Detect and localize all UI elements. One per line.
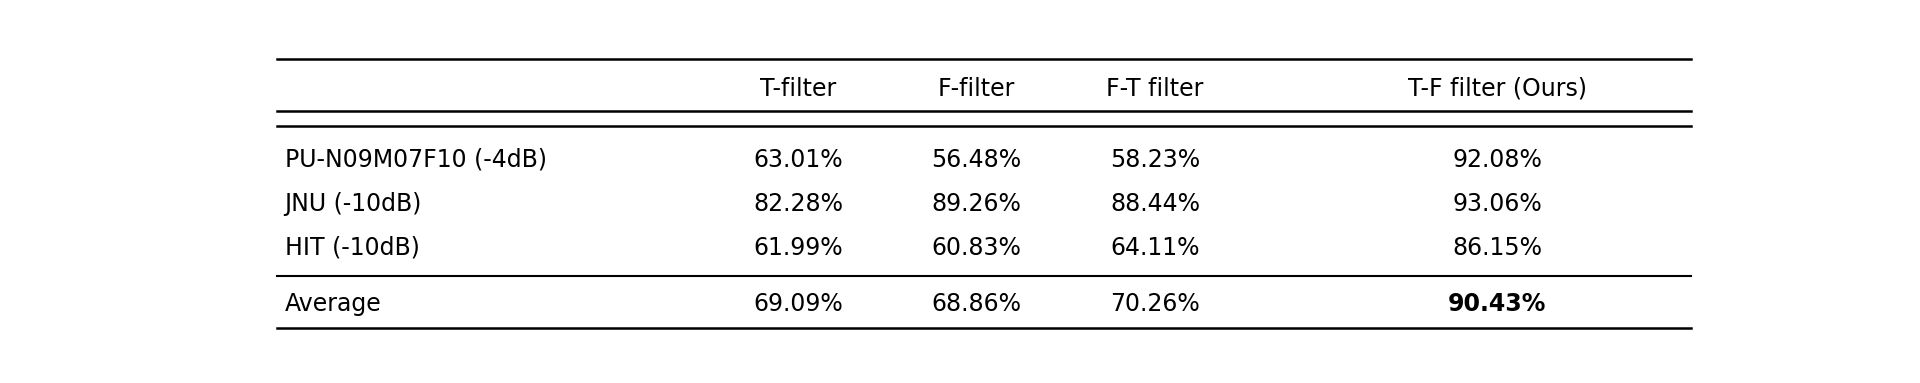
Text: 69.09%: 69.09% <box>753 292 843 316</box>
Text: PU-N09M07F10 (-4dB): PU-N09M07F10 (-4dB) <box>284 147 547 172</box>
Text: 63.01%: 63.01% <box>753 147 843 172</box>
Text: F-T filter: F-T filter <box>1106 77 1204 101</box>
Text: 56.48%: 56.48% <box>931 147 1021 172</box>
Text: 90.43%: 90.43% <box>1448 292 1546 316</box>
Text: 89.26%: 89.26% <box>931 192 1021 216</box>
Text: 70.26%: 70.26% <box>1110 292 1200 316</box>
Text: HIT (-10dB): HIT (-10dB) <box>284 236 419 260</box>
Text: JNU (-10dB): JNU (-10dB) <box>284 192 422 216</box>
Text: 86.15%: 86.15% <box>1452 236 1542 260</box>
Text: F-filter: F-filter <box>937 77 1016 101</box>
Text: 61.99%: 61.99% <box>753 236 843 260</box>
Text: 68.86%: 68.86% <box>931 292 1021 316</box>
Text: 58.23%: 58.23% <box>1110 147 1200 172</box>
Text: Average: Average <box>284 292 382 316</box>
Text: 92.08%: 92.08% <box>1452 147 1542 172</box>
Text: 64.11%: 64.11% <box>1110 236 1200 260</box>
Text: T-F filter (Ours): T-F filter (Ours) <box>1407 77 1586 101</box>
Text: 93.06%: 93.06% <box>1453 192 1542 216</box>
Text: T-filter: T-filter <box>760 77 835 101</box>
Text: 82.28%: 82.28% <box>753 192 843 216</box>
Text: 88.44%: 88.44% <box>1110 192 1200 216</box>
Text: 60.83%: 60.83% <box>931 236 1021 260</box>
